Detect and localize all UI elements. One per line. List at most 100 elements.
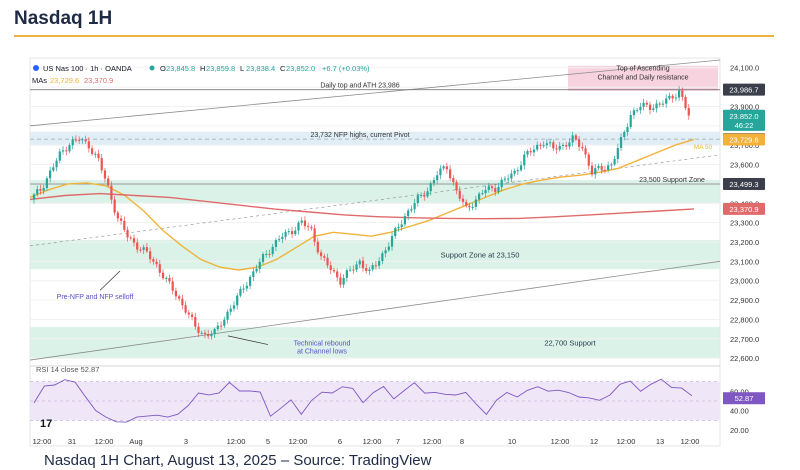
candle-body bbox=[119, 218, 123, 221]
candle-body bbox=[645, 102, 648, 105]
rsi-tick-label: 40.00 bbox=[730, 407, 749, 416]
candle-body bbox=[365, 268, 368, 272]
candle-body bbox=[655, 103, 658, 109]
candle-body bbox=[45, 178, 49, 188]
x-tick-label: 12:00 bbox=[423, 437, 442, 446]
y-tick-label: 23,100.0 bbox=[730, 257, 759, 266]
candle-body bbox=[355, 264, 358, 270]
price-tag-2 bbox=[723, 133, 765, 146]
x-tick-label: 12:00 bbox=[681, 437, 700, 446]
candle-body bbox=[639, 106, 642, 111]
candle-body bbox=[190, 314, 194, 317]
support-zone-23500 bbox=[30, 180, 720, 204]
candle-body bbox=[423, 194, 426, 197]
candle-body bbox=[261, 253, 265, 262]
candle-body bbox=[213, 329, 216, 335]
candle-body bbox=[68, 145, 71, 152]
candle-body bbox=[513, 170, 516, 174]
ma-slow-line bbox=[29, 192, 695, 220]
candle-body bbox=[584, 148, 587, 155]
candle-body bbox=[681, 90, 684, 97]
candle-body bbox=[426, 191, 429, 197]
candle-body bbox=[255, 268, 258, 272]
candle-body bbox=[378, 261, 381, 266]
candle-body bbox=[597, 165, 600, 169]
page-title: Nasdaq 1H bbox=[14, 8, 113, 29]
candle-body bbox=[674, 97, 677, 99]
candle-body bbox=[442, 166, 445, 169]
candle-body bbox=[110, 185, 113, 200]
y-tick-label: 22,600.0 bbox=[730, 354, 759, 363]
annotation-ma50: MA 50 bbox=[694, 144, 713, 151]
candle-body bbox=[216, 325, 219, 330]
x-tick-label: 12:00 bbox=[289, 437, 308, 446]
candle-body bbox=[181, 298, 184, 306]
candle-body bbox=[581, 146, 584, 149]
legend-ohlc-value: 23,859.8 bbox=[206, 64, 235, 73]
candle-body bbox=[684, 96, 687, 109]
candle-body bbox=[281, 236, 284, 240]
market-status-icon bbox=[149, 65, 155, 71]
y-tick-label: 23,000.0 bbox=[730, 277, 759, 286]
candle-body bbox=[323, 256, 326, 258]
candle-body bbox=[290, 231, 294, 235]
candle-body bbox=[345, 270, 348, 278]
candle-body bbox=[90, 148, 94, 154]
candle-body bbox=[568, 142, 571, 147]
candle-body bbox=[471, 206, 474, 208]
x-tick-label: 12:00 bbox=[617, 437, 636, 446]
candle-body bbox=[526, 151, 529, 155]
candle-body bbox=[429, 183, 432, 192]
candle-body bbox=[132, 238, 136, 243]
candle-body bbox=[294, 230, 297, 235]
candle-body bbox=[36, 189, 39, 195]
candle-body bbox=[232, 305, 236, 309]
zone-label: Support Zone at 23,150 bbox=[441, 251, 520, 260]
candle-body bbox=[503, 178, 507, 180]
candle-body bbox=[413, 203, 416, 210]
caption: Nasdaq 1H Chart, August 13, 2025 – Sourc… bbox=[44, 452, 432, 469]
x-tick-label: 31 bbox=[68, 437, 76, 446]
candle-body bbox=[510, 173, 513, 179]
candle-body bbox=[494, 188, 497, 193]
candle-body bbox=[497, 187, 500, 193]
candle-body bbox=[687, 108, 690, 116]
candle-body bbox=[358, 260, 361, 265]
candle-body bbox=[49, 170, 52, 179]
candle-body bbox=[342, 277, 345, 285]
candle-body bbox=[303, 220, 307, 227]
candle-body bbox=[284, 231, 287, 237]
rsi-tick-label: 60.00 bbox=[730, 387, 749, 396]
candle-body bbox=[71, 139, 74, 146]
candle-body bbox=[274, 240, 278, 247]
candle-body bbox=[636, 110, 639, 112]
candle-body bbox=[374, 265, 378, 267]
y-tick-label: 22,700.0 bbox=[730, 335, 759, 344]
legend-ma-fast-value: 23,729.6 bbox=[50, 76, 79, 85]
candle-body bbox=[339, 277, 342, 285]
candle-body bbox=[229, 308, 232, 312]
candle-body bbox=[287, 231, 290, 233]
candle-body bbox=[39, 189, 42, 191]
candle-body bbox=[671, 95, 674, 99]
channel-mid-line bbox=[29, 154, 721, 247]
candle-body bbox=[394, 228, 397, 237]
candle-body bbox=[474, 199, 477, 207]
pivot-zone bbox=[30, 131, 720, 146]
x-tick-label: 12:00 bbox=[551, 437, 570, 446]
candle-body bbox=[610, 164, 613, 166]
candle-body bbox=[642, 102, 645, 107]
candle-body bbox=[74, 139, 78, 141]
candle-body bbox=[168, 277, 171, 282]
legend-mas-label: MAs bbox=[32, 76, 47, 85]
price-chart[interactable]: Support Zone at 23,150 22,700 Support Dai… bbox=[0, 50, 800, 450]
x-tick-label: 12:00 bbox=[227, 437, 246, 446]
candle-body bbox=[113, 199, 116, 213]
candle-body bbox=[129, 237, 132, 239]
candle-body bbox=[226, 311, 229, 320]
candle-body bbox=[523, 154, 526, 166]
candle-body bbox=[629, 115, 632, 127]
legend-ohlc-value: 23,845.8 bbox=[166, 64, 195, 73]
level-label: 23,732 NFP highs, current Pivot bbox=[310, 132, 409, 139]
candle-body bbox=[439, 168, 442, 176]
